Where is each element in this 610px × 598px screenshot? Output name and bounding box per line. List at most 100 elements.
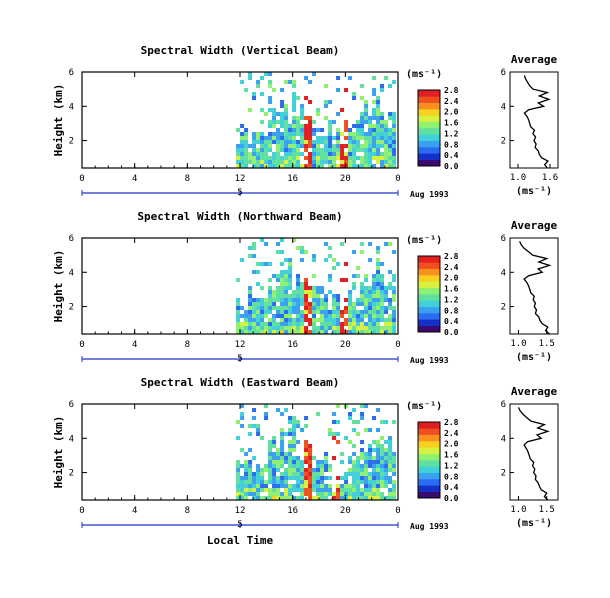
heatmap-cell [372, 484, 377, 488]
heatmap-cell [324, 330, 329, 334]
heatmap-cell [268, 488, 273, 492]
heatmap-cell [352, 302, 357, 306]
heatmap-cell [276, 460, 281, 464]
heatmap-cell [308, 476, 313, 480]
heatmap-cell [364, 294, 369, 298]
heatmap-cell [236, 144, 241, 148]
heatmap-cell [340, 108, 345, 112]
heatmap-cell [356, 298, 361, 302]
colorbar-tick-label: 0.4 [444, 151, 459, 160]
heatmap-cell [264, 480, 269, 484]
heatmap-cell [244, 88, 249, 92]
x-tick-label: 12 [235, 506, 246, 516]
heatmap-cell [252, 148, 257, 152]
heatmap-cell [336, 302, 341, 306]
heatmap-cell [364, 148, 369, 152]
heatmap-cell [360, 298, 365, 302]
heatmap-cell [392, 452, 397, 456]
heatmap-cell [240, 160, 245, 164]
average-title: Average [511, 219, 558, 232]
heatmap-cell [304, 132, 309, 136]
heatmap-cell [392, 124, 397, 128]
heatmap-cell [348, 496, 353, 500]
heatmap-cell [300, 164, 305, 168]
heatmap-cell [296, 326, 301, 330]
heatmap-cell [304, 298, 309, 302]
colorbar-segment [418, 428, 440, 435]
heatmap-cell [336, 298, 341, 302]
heatmap-cell [384, 144, 389, 148]
heatmap-cell [352, 152, 357, 156]
heatmap-cell [312, 306, 317, 310]
heatmap-cell [336, 294, 341, 298]
heatmap-cell [380, 448, 385, 452]
heatmap-cell [324, 456, 329, 460]
heatmap-cell [260, 484, 265, 488]
heatmap-cell [356, 322, 361, 326]
heatmap-cell [272, 468, 277, 472]
heatmap-cell [364, 496, 369, 500]
colorbar-segment [418, 466, 440, 473]
heatmap-cell [244, 322, 249, 326]
heatmap-cell [304, 460, 309, 464]
heatmap-cell [256, 476, 261, 480]
heatmap-cell [380, 302, 385, 306]
heatmap-cell [284, 120, 289, 124]
heatmap-cell [368, 484, 373, 488]
heatmap-cell [240, 424, 245, 428]
heatmap-cell [256, 472, 261, 476]
heatmap-cell [316, 148, 321, 152]
heatmap-cell [304, 76, 309, 80]
heatmap-cell [304, 144, 309, 148]
heatmap-cell [236, 298, 241, 302]
y-tick-label: 4 [69, 268, 74, 278]
heatmap-cell [296, 140, 301, 144]
heatmap-cell [236, 476, 241, 480]
heatmap-cell [368, 120, 373, 124]
heatmap-cell [284, 160, 289, 164]
heatmap-cell [372, 330, 377, 334]
heatmap-cell [388, 164, 393, 168]
heatmap-cell [360, 132, 365, 136]
heatmap-cell [372, 302, 377, 306]
heatmap-cell [248, 302, 253, 306]
heatmap-cell [240, 496, 245, 500]
heatmap-cell [300, 326, 305, 330]
heatmap-cell [300, 128, 305, 132]
heatmap-cell [384, 480, 389, 484]
heatmap-cell [376, 468, 381, 472]
colorbar-tick-label: 2.8 [444, 252, 459, 261]
heatmap-cell [360, 456, 365, 460]
heatmap-cell [264, 310, 269, 314]
heatmap-cell [276, 468, 281, 472]
y-axis-label: Height (km) [52, 84, 65, 157]
heatmap-cell [248, 330, 253, 334]
heatmap-cell [256, 428, 261, 432]
heatmap-cell [364, 164, 369, 168]
heatmap-cell [380, 460, 385, 464]
colorbar-segment [418, 134, 440, 141]
heatmap-cell [324, 492, 329, 496]
heatmap-cell [388, 468, 393, 472]
date-label: Aug 1993 [410, 356, 449, 365]
heatmap-cell [388, 314, 393, 318]
heatmap-cell [328, 128, 333, 132]
heatmap-cell [380, 84, 385, 88]
heatmap-cell [328, 428, 333, 432]
heatmap-cell [364, 136, 369, 140]
heatmap-cell [292, 132, 297, 136]
colorbar-segment [418, 460, 440, 467]
heatmap-cell [276, 148, 281, 152]
heatmap-cell [296, 290, 301, 294]
heatmap-cell [344, 476, 349, 480]
heatmap-cell [336, 132, 341, 136]
heatmap-cell [348, 306, 353, 310]
heatmap-cell [288, 476, 293, 480]
heatmap-cell [272, 444, 277, 448]
heatmap-cell [364, 464, 369, 468]
heatmap-cell [280, 298, 285, 302]
heatmap-cell [256, 480, 261, 484]
heatmap-cell [268, 464, 273, 468]
heatmap-cell [388, 322, 393, 326]
heatmap-cell [348, 456, 353, 460]
